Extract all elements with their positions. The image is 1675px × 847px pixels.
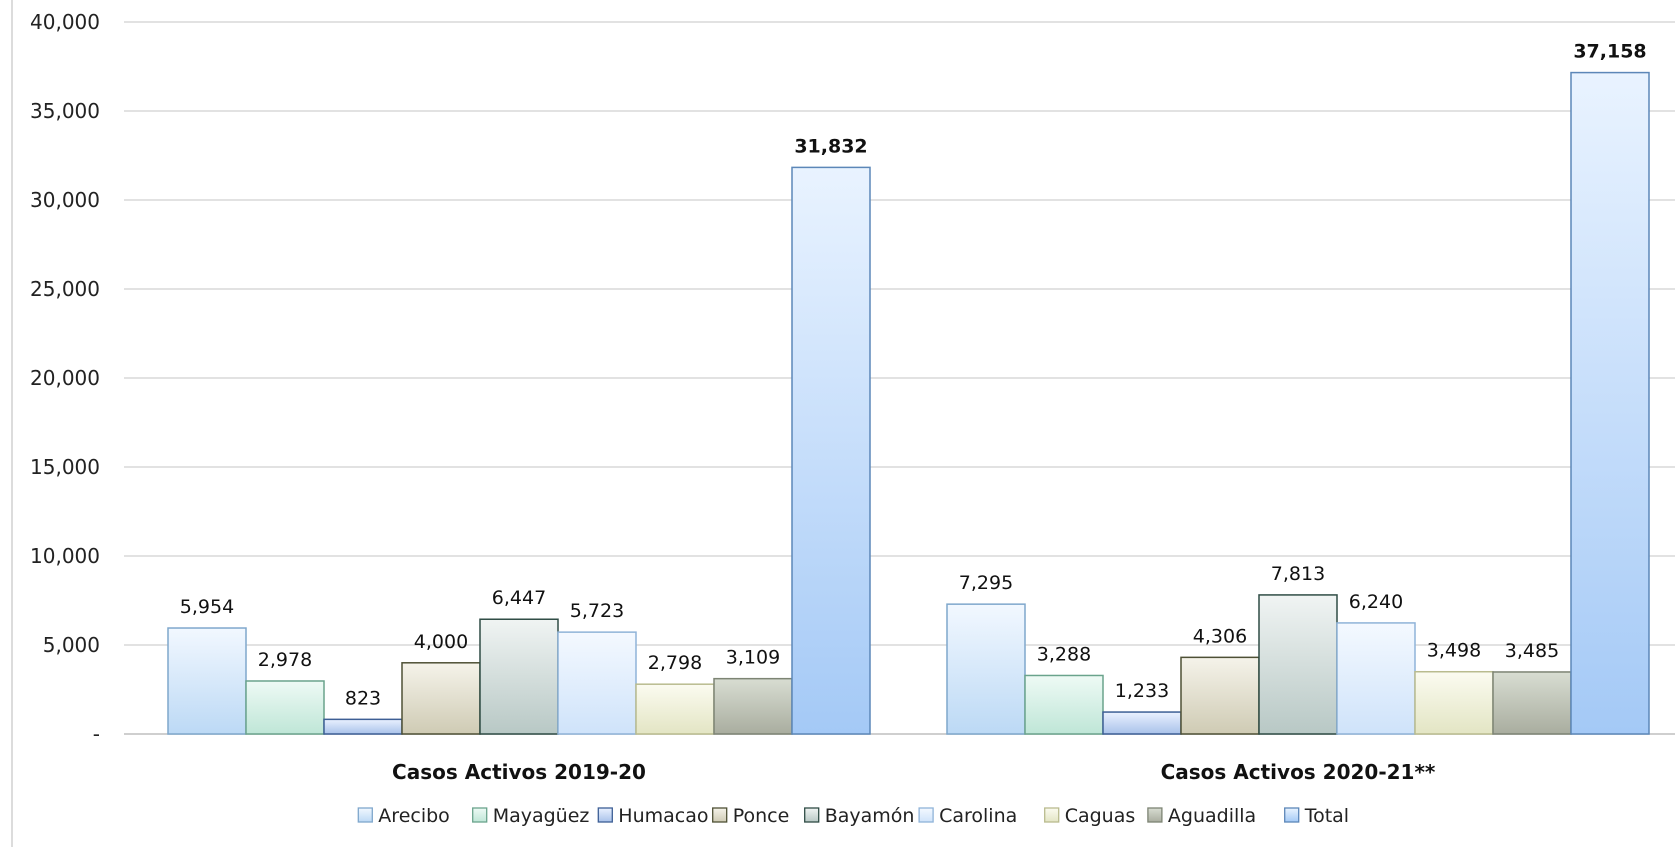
y-tick-label: 40,000	[30, 10, 100, 34]
data-label-mayaguez-2: 3,288	[1037, 643, 1091, 665]
bar-carolina-2	[1336, 622, 1416, 735]
data-label-total-2: 37,158	[1573, 41, 1646, 63]
data-label-arecibo-1: 5,954	[180, 596, 234, 618]
legend-swatch	[1147, 807, 1163, 823]
bar-caguas-2	[1414, 670, 1494, 735]
legend-label: Total	[1304, 805, 1349, 827]
legend-label: Humacao	[618, 805, 708, 827]
legend-label: Ponce	[733, 805, 790, 827]
category-label: Casos Activos 2020-21**	[1161, 760, 1436, 784]
y-tick-label: -	[93, 722, 100, 746]
data-label-ponce-1: 4,000	[414, 631, 468, 653]
data-label-total-1: 31,832	[794, 135, 867, 157]
data-label-humacao-2: 1,233	[1115, 680, 1169, 702]
legend-label: Mayagüez	[493, 805, 590, 827]
legend-item-aguadilla: Aguadilla	[1147, 805, 1256, 827]
legend-swatch	[1284, 807, 1300, 823]
y-tick-label: 20,000	[30, 366, 100, 390]
data-label-bayamon-1: 6,447	[492, 587, 546, 609]
legend-swatch	[472, 807, 488, 823]
bar-total-1	[791, 166, 871, 735]
data-label-caguas-1: 2,798	[648, 652, 702, 674]
bar-arecibo-2	[946, 603, 1026, 735]
bar-mayaguez-1	[245, 680, 325, 735]
y-tick-label: 5,000	[43, 633, 100, 657]
y-tick-label: 25,000	[30, 277, 100, 301]
legend-swatch	[597, 807, 613, 823]
legend-item-ponce: Ponce	[712, 805, 790, 827]
data-label-humacao-1: 823	[345, 687, 381, 709]
y-tick-label: 35,000	[30, 99, 100, 123]
bars	[167, 71, 1650, 735]
legend-swatch	[1044, 807, 1060, 823]
bar-mayaguez-2	[1024, 674, 1104, 735]
category-labels: Casos Activos 2019-20 Casos Activos 2020-…	[392, 760, 1436, 784]
bar-ponce-2	[1180, 656, 1260, 735]
legend-label: Aguadilla	[1168, 805, 1256, 827]
data-label-ponce-2: 4,306	[1193, 625, 1247, 647]
legend-item-arecibo: Arecibo	[357, 805, 450, 827]
bar-ponce-1	[401, 662, 481, 735]
bar-aguadilla-1	[713, 677, 793, 735]
legend-label: Bayamón	[825, 805, 915, 827]
legend-item-carolina: Carolina	[918, 805, 1017, 827]
bar-carolina-1	[557, 631, 637, 735]
legend: Arecibo Mayagüez Humacao Ponce Bayamón Caroli…	[357, 805, 1349, 827]
data-label-mayaguez-1: 2,978	[258, 649, 312, 671]
data-label-caguas-2: 3,498	[1427, 640, 1481, 662]
legend-item-mayaguez: Mayagüez	[472, 805, 590, 827]
legend-swatch	[357, 807, 373, 823]
bar-aguadilla-2	[1492, 671, 1572, 735]
bar-total-2	[1570, 71, 1650, 735]
category-label: Casos Activos 2019-20	[392, 760, 646, 784]
legend-item-total: Total	[1284, 805, 1349, 827]
legend-swatch	[804, 807, 820, 823]
legend-swatch	[712, 807, 728, 823]
bar-humacao-2	[1102, 711, 1182, 735]
gridlines	[11, 0, 1675, 847]
legend-label: Carolina	[939, 805, 1017, 827]
y-axis-tick-labels: - 5,000 10,000 15,000 20,000 25,000 30,000 35,0…	[30, 10, 100, 746]
bar-caguas-1	[635, 683, 715, 735]
data-label-bayamon-2: 7,813	[1271, 563, 1325, 585]
data-label-carolina-1: 5,723	[570, 600, 624, 622]
bar-bayamon-1	[479, 618, 559, 735]
bar-bayamon-2	[1258, 594, 1338, 735]
legend-item-caguas: Caguas	[1044, 805, 1136, 827]
legend-label: Caguas	[1065, 805, 1136, 827]
data-label-aguadilla-2: 3,485	[1505, 640, 1559, 662]
data-label-aguadilla-1: 3,109	[726, 647, 780, 669]
legend-item-bayamon: Bayamón	[804, 805, 915, 827]
bar-humacao-1	[323, 718, 403, 735]
legend-swatch	[918, 807, 934, 823]
legend-item-humacao: Humacao	[597, 805, 709, 827]
legend-label: Arecibo	[378, 805, 450, 827]
data-labels: 5,954 2,978 823 4,000 6,447 5,723 2,798 3,109 31…	[180, 41, 1647, 710]
data-label-carolina-2: 6,240	[1349, 591, 1403, 613]
bar-arecibo-1	[167, 627, 247, 735]
y-tick-label: 15,000	[30, 455, 100, 479]
data-label-arecibo-2: 7,295	[959, 572, 1013, 594]
y-tick-label: 10,000	[30, 544, 100, 568]
y-tick-label: 30,000	[30, 188, 100, 212]
